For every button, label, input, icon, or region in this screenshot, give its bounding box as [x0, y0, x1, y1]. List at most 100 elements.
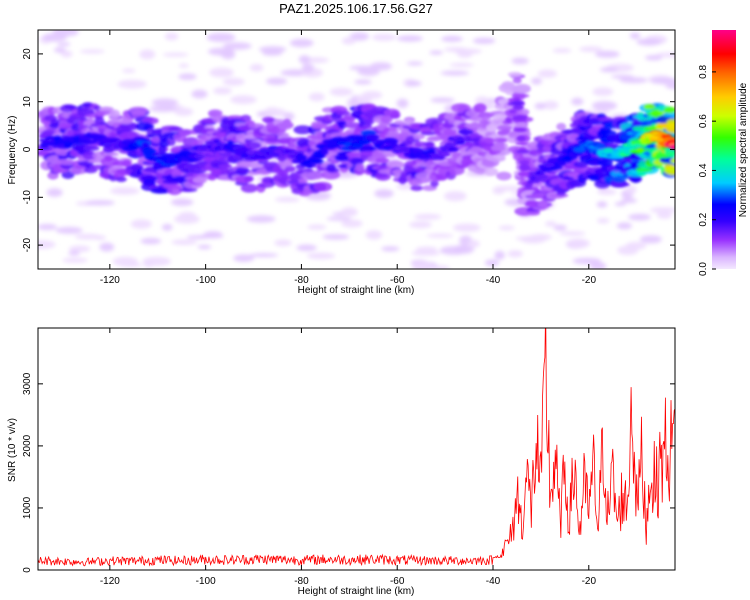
colorbar-tick-label: 0.8 — [698, 64, 709, 78]
spectrogram-cell — [409, 221, 432, 229]
spectrogram-cell — [650, 207, 675, 213]
spectrogram-cell — [179, 187, 198, 193]
x-tick-label: -20 — [582, 576, 597, 587]
spectrogram-cell — [650, 109, 663, 118]
spectrogram-peak — [321, 149, 329, 155]
spectrogram-peak — [636, 147, 645, 153]
spectrogram-x-ticks: -120 -100 -80 -60 -40 -20 — [100, 30, 597, 286]
spectrogram-cell — [636, 38, 662, 46]
spectrogram-peak — [484, 137, 495, 144]
spectrogram-cell — [277, 137, 294, 145]
spectrogram-peak — [519, 164, 530, 171]
spectrogram-cell — [130, 219, 152, 229]
spectrogram-peak — [459, 129, 474, 135]
spectrogram-cell — [266, 77, 288, 86]
x-tick-label: -120 — [100, 576, 120, 587]
spectrogram-cell — [496, 171, 512, 181]
spectrogram-cell — [192, 177, 208, 184]
spectrogram-cell — [381, 246, 400, 252]
y-tick-label: 10 — [22, 96, 33, 108]
spectrogram-cell — [249, 253, 279, 258]
spectrogram-cell — [611, 182, 630, 187]
spectrogram-cell — [240, 114, 252, 122]
spectrogram-cell — [536, 202, 548, 208]
spectrogram-cell — [430, 97, 455, 103]
spectrogram-cell — [243, 175, 254, 182]
spectrogram-cell — [453, 223, 481, 232]
spectrogram-cell — [117, 79, 147, 89]
spectrogram-cell — [55, 159, 75, 165]
spectrogram-cell — [355, 163, 365, 172]
spectrogram-cell — [650, 77, 675, 84]
spectrogram-cell — [128, 106, 148, 115]
spectrogram-cell — [475, 96, 490, 106]
spectrogram-cell — [139, 49, 156, 60]
snr-panel: -120 -100 -80 -60 -40 -20 0 1000 2000 3000 Heigh… — [7, 327, 676, 597]
x-tick-label: -80 — [294, 275, 309, 286]
spectrogram-cell — [346, 152, 360, 158]
spectrogram-cell — [301, 63, 315, 73]
spectrogram-cell — [663, 106, 675, 114]
spectrogram-cell — [140, 175, 160, 182]
spectrogram-peak — [668, 144, 675, 150]
spectrogram-cell — [527, 194, 546, 199]
spectrogram-cell — [262, 50, 283, 56]
spectrogram-peak — [515, 141, 528, 146]
spectrogram-cell — [597, 188, 617, 195]
spectrogram-cell — [588, 117, 601, 124]
spectrogram-cell — [473, 103, 487, 113]
spectrogram-cell — [444, 191, 467, 202]
spectrogram-cell — [341, 207, 358, 217]
spectrogram-cell — [131, 163, 143, 169]
x-tick-label: -20 — [582, 275, 597, 286]
spectrogram-cell — [512, 77, 522, 84]
spectrogram-peak — [143, 148, 156, 155]
spectrogram-cell — [246, 141, 262, 150]
spectrogram-cell — [406, 80, 422, 87]
spectrogram-peak — [494, 142, 505, 147]
spectrogram-cell — [283, 112, 295, 121]
spectrogram-cell — [46, 188, 63, 197]
snr-y-ticks: 0 1000 2000 3000 — [22, 372, 675, 573]
spectrogram-cell — [449, 62, 475, 68]
spectrogram-cell — [595, 50, 620, 58]
spectrogram-cell — [112, 256, 139, 267]
spectrogram-cell — [63, 104, 76, 109]
spectrogram-cell — [542, 100, 559, 110]
spectrogram-cell — [62, 257, 88, 263]
spectrogram-cell — [293, 125, 313, 135]
spectrogram-cell — [85, 200, 115, 206]
spectrogram-cell — [122, 159, 132, 168]
spectrogram-cell — [329, 87, 353, 96]
spectrogram-cell — [142, 256, 171, 266]
spectrogram-cell — [553, 224, 567, 231]
spectrogram-cell — [274, 196, 300, 203]
spectrogram-cell — [167, 137, 176, 146]
spectrogram-cell — [341, 219, 363, 228]
spectrogram-peak — [455, 141, 466, 145]
spectrogram-peak — [444, 142, 457, 147]
colorbar-gradient — [712, 30, 736, 269]
spectrogram-cell — [230, 95, 257, 105]
spectrogram-cell — [313, 181, 333, 192]
spectrogram-cell — [386, 160, 405, 169]
spectrogram-cell — [375, 157, 390, 164]
spectrogram-cell — [596, 129, 617, 137]
spectrogram-cell — [573, 161, 588, 168]
spectrogram-cell — [596, 201, 608, 208]
snr-background — [38, 328, 675, 570]
spectrogram-cell — [207, 109, 223, 118]
spectrogram-cell — [613, 175, 626, 183]
spectrogram-cell — [38, 223, 57, 231]
spectrogram-peak — [512, 115, 528, 120]
spectrogram-cell — [171, 239, 198, 245]
spectrogram-cell — [552, 48, 572, 53]
spectrogram-cell — [510, 85, 531, 94]
spectrogram-cell — [440, 70, 470, 76]
spectrogram-peak — [508, 109, 517, 114]
spectrogram-cell — [534, 102, 546, 110]
spectrogram-cell — [419, 126, 433, 133]
spectrogram-cell — [567, 238, 590, 249]
spectrogram-cell — [606, 143, 619, 149]
